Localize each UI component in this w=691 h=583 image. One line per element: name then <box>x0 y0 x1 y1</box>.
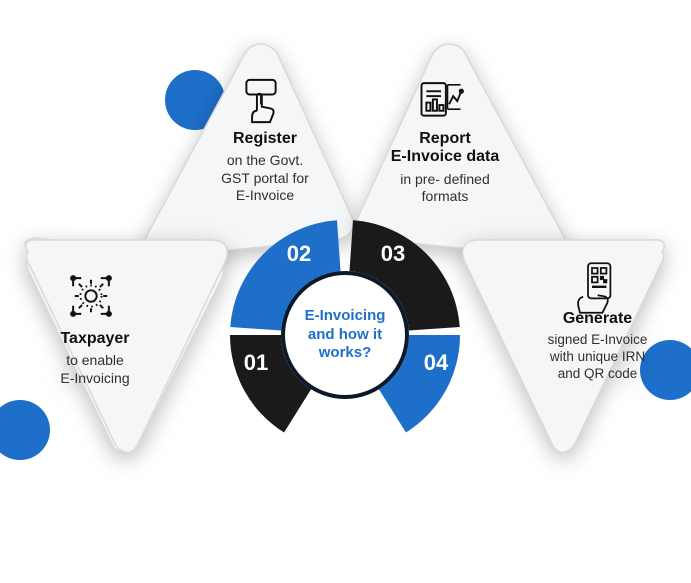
ring-number-04: 04 <box>424 350 448 376</box>
ring-number-01: 01 <box>244 350 268 376</box>
petal-step-01: Taxpayer to enableE-Invoicing <box>10 230 240 460</box>
petal-body: on the Govt.GST portal forE-Invoice <box>200 152 330 205</box>
petal-content: Register on the Govt.GST portal forE-Inv… <box>200 130 330 205</box>
hand-click-icon <box>235 75 287 132</box>
ring-number-02: 02 <box>287 241 311 267</box>
petal-content: Taxpayer to enableE-Invoicing <box>35 330 155 387</box>
petal-content: Generate signed E-Invoicewith unique IRN… <box>530 310 665 383</box>
petal-step-04: Generate signed E-Invoicewith unique IRN… <box>450 230 680 460</box>
center-title: E-Invoicing and how it works? <box>293 307 397 363</box>
center-circle: E-Invoicing and how it works? <box>281 271 409 399</box>
petal-heading: ReportE-Invoice data <box>380 130 510 167</box>
petal-body: in pre- definedformats <box>380 171 510 206</box>
report-chart-icon <box>415 75 467 132</box>
petal-body: to enableE-Invoicing <box>35 352 155 387</box>
petal-heading: Taxpayer <box>35 330 155 348</box>
gear-brackets-icon <box>65 270 117 327</box>
infographic-canvas: Register on the Govt.GST portal forE-Inv… <box>0 0 691 583</box>
petal-heading: Generate <box>530 310 665 328</box>
petal-heading: Register <box>200 130 330 148</box>
petal-body: signed E-Invoicewith unique IRNand QR co… <box>530 332 665 383</box>
ring-number-03: 03 <box>381 241 405 267</box>
petal-content: ReportE-Invoice data in pre- definedform… <box>380 130 510 206</box>
